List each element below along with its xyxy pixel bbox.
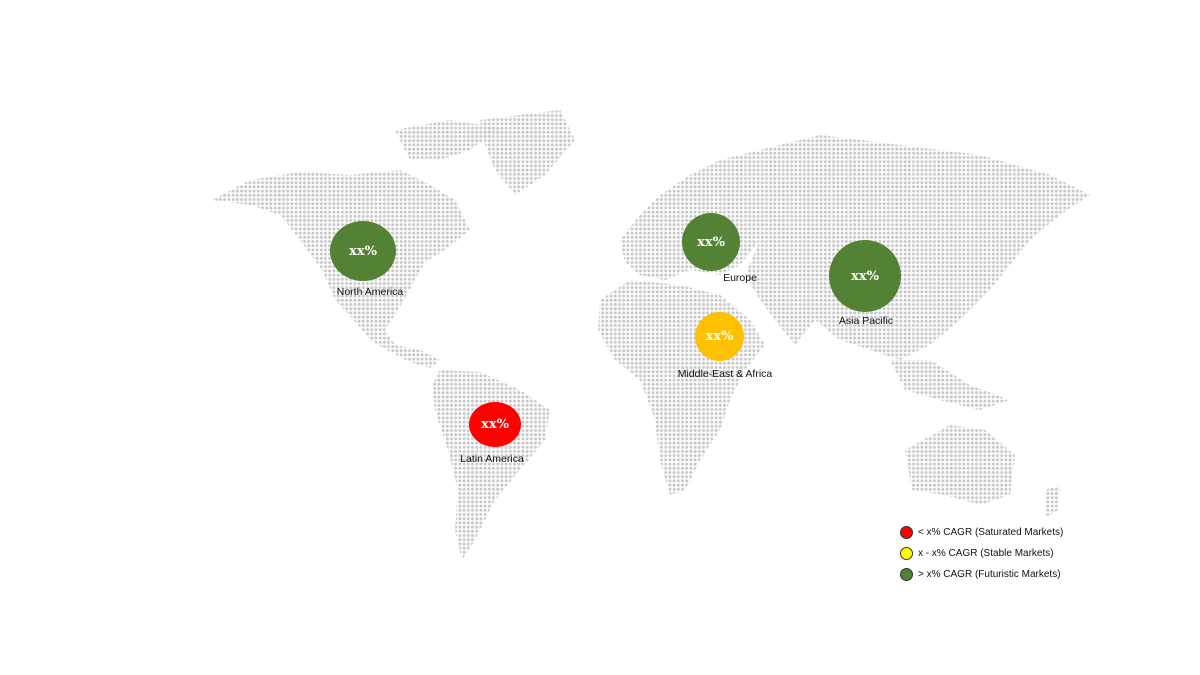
legend: < x% CAGR (Saturated Markets) x - x% CAG…	[900, 522, 1063, 585]
south-america-land	[432, 370, 550, 560]
legend-label: > x% CAGR (Futuristic Markets)	[918, 569, 1061, 580]
region-bubble-middle-east-africa: xx%	[695, 312, 744, 361]
canada-arctic-land	[395, 120, 500, 160]
africa-land	[598, 280, 765, 495]
australia-land	[905, 425, 1015, 505]
region-value: xx%	[349, 243, 377, 259]
region-label-latin-america: Latin America	[460, 453, 524, 465]
region-value: xx%	[705, 329, 734, 344]
region-bubble-europe: xx%	[682, 213, 740, 271]
region-value: xx%	[697, 234, 725, 250]
legend-label: x - x% CAGR (Stable Markets)	[918, 548, 1054, 559]
legend-swatch-yellow	[900, 547, 913, 560]
legend-item-saturated: < x% CAGR (Saturated Markets)	[900, 522, 1063, 543]
legend-swatch-green	[900, 568, 913, 581]
region-value: xx%	[851, 268, 879, 284]
asia-land	[745, 135, 1090, 360]
region-label-asia-pacific: Asia Pacific	[838, 315, 894, 327]
new-zealand-land	[1045, 485, 1060, 518]
region-bubble-asia-pacific: xx%	[829, 240, 901, 312]
greenland-land	[480, 110, 575, 195]
legend-label: < x% CAGR (Saturated Markets)	[918, 527, 1064, 538]
region-label-middle-east-africa: Middle-East & Africa	[677, 368, 773, 380]
legend-item-stable: x - x% CAGR (Stable Markets)	[900, 543, 1063, 564]
legend-swatch-red	[900, 526, 913, 539]
region-label-north-america: North America	[336, 286, 404, 298]
region-value: xx%	[481, 417, 509, 432]
region-label-europe: Europe	[723, 272, 757, 284]
region-bubble-latin-america: xx%	[469, 402, 521, 447]
southeast-asia-land	[890, 360, 1010, 410]
region-bubble-north-america: xx%	[330, 221, 396, 281]
legend-item-futuristic: > x% CAGR (Futuristic Markets)	[900, 564, 1063, 585]
